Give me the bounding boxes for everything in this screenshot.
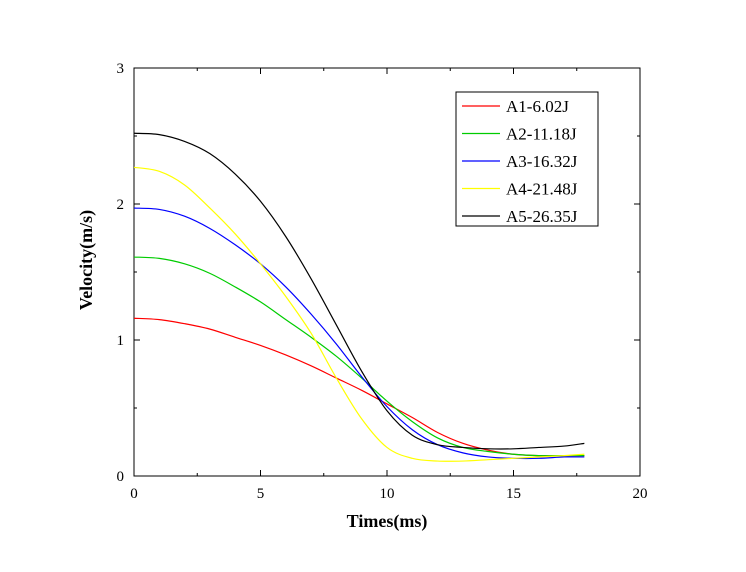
legend-label-3: A3-16.32J (506, 152, 578, 171)
legend-box (455, 91, 599, 227)
series-line-1 (133, 317, 585, 457)
legend-label-5: A5-26.35J (506, 207, 578, 226)
x-tick-label: 0 (130, 486, 138, 502)
x-tick-label: 15 (506, 486, 521, 502)
legend-label-1: A1-6.02J (506, 97, 569, 116)
tick-layer: 0 5 10 15 20 0 1 2 3 (117, 61, 648, 502)
legend: A1-6.02J A2-11.18J A3-16.32J A4-21.48J A5-26… (455, 91, 599, 227)
y-axis-title: Velocity(m/s) (76, 210, 97, 310)
y-tick-label: 2 (117, 197, 125, 213)
y-tick-label: 1 (117, 333, 125, 349)
x-tick-label: 5 (257, 486, 265, 502)
series-layer (133, 132, 585, 462)
legend-label-4: A4-21.48J (506, 180, 578, 199)
series-line-3 (133, 207, 585, 460)
series-line-5 (133, 132, 585, 450)
x-tick-label: 20 (633, 486, 648, 502)
y-tick-label: 3 (117, 61, 125, 77)
y-tick-label: 0 (117, 469, 125, 485)
series-line-2 (133, 256, 585, 457)
series-line-4 (133, 166, 585, 462)
x-axis-title: Times(ms) (347, 511, 428, 532)
x-tick-label: 10 (380, 486, 395, 502)
legend-label-2: A2-11.18J (506, 125, 577, 144)
